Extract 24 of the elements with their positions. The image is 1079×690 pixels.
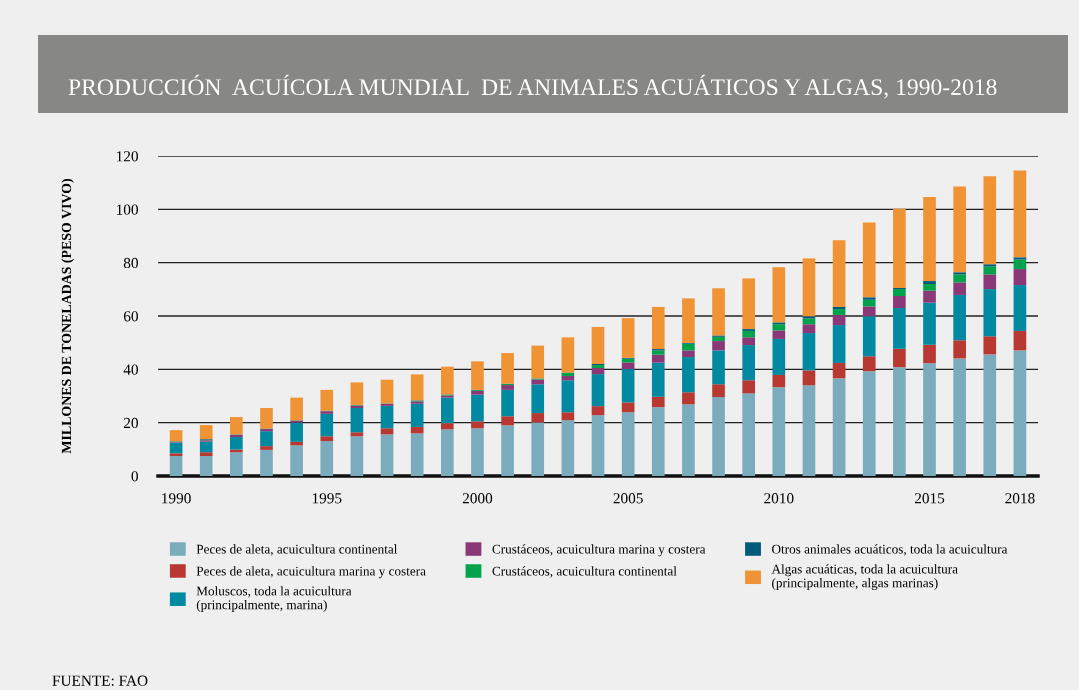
y-tick-label: 40 — [123, 364, 138, 375]
y-tick-label: 60 — [123, 311, 138, 322]
x-tick-label: 2005 — [613, 493, 643, 504]
legend-label: Moluscos, toda la acuicultura (principalmente, marina) — [196, 586, 352, 612]
legend-label: Peces de aleta, acuicultura continental — [196, 544, 398, 556]
y-axis-title: MILLONES DE TONELADAS (PESO VIVO) — [61, 178, 74, 454]
y-tick-label: 0 — [131, 471, 138, 482]
legend-label: Algas acuáticas, toda la acuicultura (principalmente, algas marinas) — [771, 564, 958, 591]
legend-label: Crustáceos, acuicultura marina y costera — [492, 544, 706, 557]
x-tick-label: 2010 — [764, 493, 794, 504]
y-tick-label: 100 — [116, 204, 138, 215]
y-tick-label: 120 — [116, 151, 138, 162]
legend-label: Peces de aleta, acuicultura marina y costera — [196, 566, 426, 579]
x-tick-label: 1995 — [312, 493, 342, 504]
y-tick-label: 80 — [123, 257, 138, 269]
source-note: FUENTE: FAO — [52, 675, 148, 686]
legend-label: Otros animales acuáticos, toda la acuicultura — [772, 544, 1008, 556]
x-tick-label: 2018 — [1005, 493, 1035, 504]
y-tick-label: 20 — [123, 417, 138, 429]
legend-label: Crustáceos, acuicultura continental — [492, 566, 677, 578]
x-tick-label: 2015 — [914, 493, 945, 504]
x-tick-label: 2000 — [462, 493, 493, 504]
chart-title: PRODUCCIÓN ACUÍCOLA MUNDIAL DE ANIMALES ACUÁTICOS Y ALGAS, 1990-2018 — [68, 74, 997, 99]
x-tick-label: 1990 — [162, 493, 191, 504]
